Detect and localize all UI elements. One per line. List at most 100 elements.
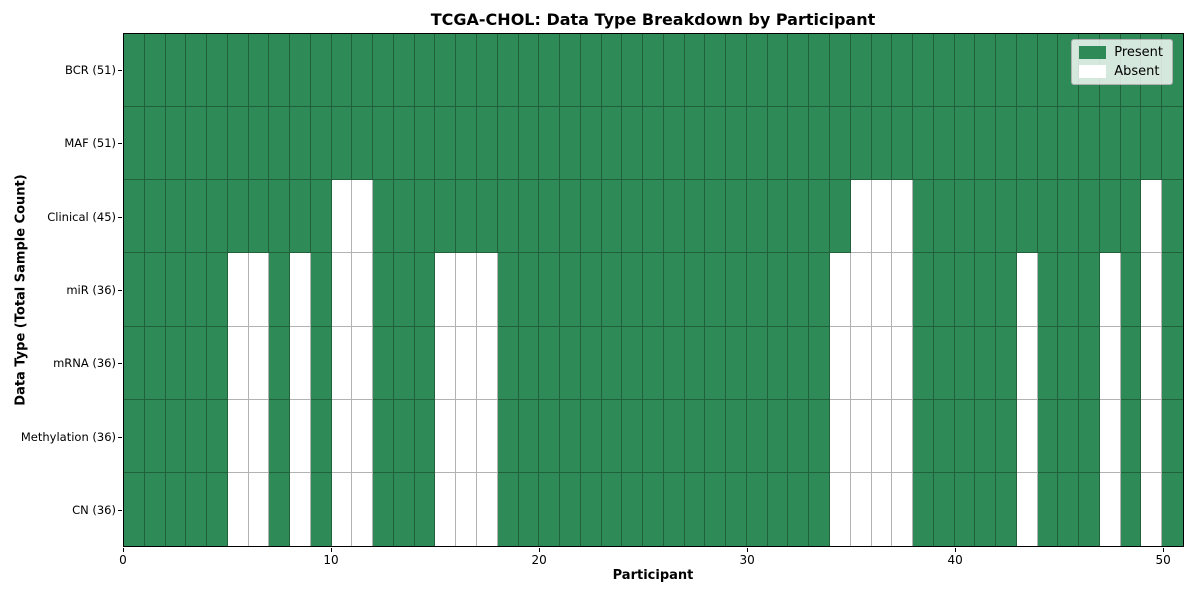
heatmap-cell bbox=[913, 34, 934, 108]
heatmap-cell bbox=[996, 107, 1017, 181]
heatmap-cell bbox=[373, 34, 394, 108]
heatmap-cell bbox=[1141, 472, 1163, 546]
heatmap-cell bbox=[290, 253, 311, 327]
heatmap-cell bbox=[850, 326, 872, 400]
heatmap-cell bbox=[248, 326, 270, 400]
heatmap-cell bbox=[165, 399, 187, 473]
heatmap-cell bbox=[705, 326, 727, 400]
heatmap-cell bbox=[207, 253, 228, 327]
heatmap-cell bbox=[705, 472, 727, 546]
heatmap-cell bbox=[913, 326, 934, 400]
heatmap-cell bbox=[352, 399, 374, 473]
heatmap-cell bbox=[207, 399, 228, 473]
heatmap-cell bbox=[622, 399, 644, 473]
heatmap-cell bbox=[435, 399, 457, 473]
legend-entry: Present bbox=[1079, 45, 1163, 60]
heatmap-cell bbox=[269, 180, 291, 254]
heatmap-cell bbox=[580, 399, 602, 473]
heatmap-cell bbox=[871, 107, 893, 181]
heatmap-cell bbox=[933, 107, 955, 181]
heatmap-cell bbox=[746, 253, 768, 327]
heatmap-cell bbox=[1037, 34, 1059, 108]
heatmap-cell bbox=[1037, 399, 1059, 473]
legend-swatch-absent bbox=[1079, 65, 1107, 78]
heatmap-cell bbox=[497, 472, 519, 546]
heatmap-cell bbox=[165, 34, 187, 108]
heatmap-cell bbox=[622, 326, 644, 400]
heatmap-cell bbox=[1141, 180, 1163, 254]
heatmap-cell bbox=[726, 34, 747, 108]
heatmap-cell bbox=[746, 107, 768, 181]
heatmap-cell bbox=[269, 34, 291, 108]
heatmap-cell bbox=[643, 107, 664, 181]
heatmap-cell bbox=[124, 107, 145, 181]
x-tick-mark bbox=[331, 548, 333, 552]
heatmap-cell bbox=[1058, 180, 1080, 254]
heatmap-cell bbox=[1120, 326, 1142, 400]
heatmap-cell bbox=[1058, 326, 1080, 400]
heatmap-cell bbox=[1162, 399, 1183, 473]
heatmap-cell bbox=[767, 326, 789, 400]
heatmap-cell bbox=[1120, 399, 1142, 473]
heatmap-cell bbox=[373, 107, 394, 181]
heatmap-cell bbox=[248, 34, 270, 108]
heatmap-cell bbox=[913, 472, 934, 546]
heatmap-cell bbox=[518, 180, 540, 254]
heatmap-cell bbox=[1162, 472, 1183, 546]
heatmap-cell bbox=[435, 107, 457, 181]
heatmap-cell bbox=[663, 399, 685, 473]
heatmap-cell bbox=[560, 34, 581, 108]
heatmap-cell bbox=[746, 472, 768, 546]
heatmap-cell bbox=[144, 399, 166, 473]
heatmap-cell bbox=[601, 399, 623, 473]
heatmap-cell bbox=[352, 326, 374, 400]
heatmap-cell bbox=[913, 107, 934, 181]
heatmap-cell bbox=[165, 107, 187, 181]
heatmap-cell bbox=[331, 472, 353, 546]
heatmap-cell bbox=[788, 107, 810, 181]
heatmap-cell bbox=[954, 34, 976, 108]
heatmap-cell bbox=[186, 180, 208, 254]
heatmap-cell bbox=[601, 107, 623, 181]
heatmap-cell bbox=[601, 253, 623, 327]
heatmap-cell bbox=[663, 253, 685, 327]
heatmap-cell bbox=[643, 326, 664, 400]
heatmap-cell bbox=[560, 326, 581, 400]
heatmap-cell bbox=[829, 107, 851, 181]
heatmap-cell bbox=[705, 34, 727, 108]
heatmap-cell bbox=[954, 107, 976, 181]
heatmap-cell bbox=[705, 253, 727, 327]
heatmap-cell bbox=[1079, 180, 1100, 254]
heatmap-cell bbox=[207, 180, 228, 254]
heatmap-cell bbox=[580, 107, 602, 181]
heatmap-cell bbox=[996, 326, 1017, 400]
heatmap-cell bbox=[310, 472, 332, 546]
heatmap-cell bbox=[456, 34, 477, 108]
heatmap-cell bbox=[456, 326, 477, 400]
heatmap-cell bbox=[1120, 253, 1142, 327]
heatmap-cell bbox=[705, 107, 727, 181]
heatmap-cell bbox=[331, 253, 353, 327]
heatmap-cell bbox=[809, 107, 830, 181]
heatmap-cell bbox=[124, 472, 145, 546]
heatmap-cell bbox=[809, 326, 830, 400]
heatmap-cell bbox=[165, 472, 187, 546]
heatmap-cell bbox=[310, 34, 332, 108]
heatmap-cell bbox=[767, 180, 789, 254]
heatmap-cell bbox=[165, 326, 187, 400]
heatmap-cell bbox=[539, 107, 561, 181]
heatmap-cell bbox=[996, 399, 1017, 473]
heatmap-cell bbox=[331, 34, 353, 108]
x-tick-mark bbox=[1163, 548, 1165, 552]
x-tick-mark bbox=[955, 548, 957, 552]
heatmap-cell bbox=[290, 399, 311, 473]
heatmap-cell bbox=[580, 34, 602, 108]
heatmap-cell bbox=[560, 180, 581, 254]
heatmap-cell bbox=[622, 34, 644, 108]
x-tick-label: 40 bbox=[947, 553, 963, 567]
y-axis-label: Data Type (Total Sample Count) bbox=[13, 174, 29, 406]
heatmap-cell bbox=[539, 326, 561, 400]
heatmap-cell bbox=[539, 34, 561, 108]
heatmap-cell bbox=[476, 399, 498, 473]
heatmap-cell bbox=[518, 472, 540, 546]
